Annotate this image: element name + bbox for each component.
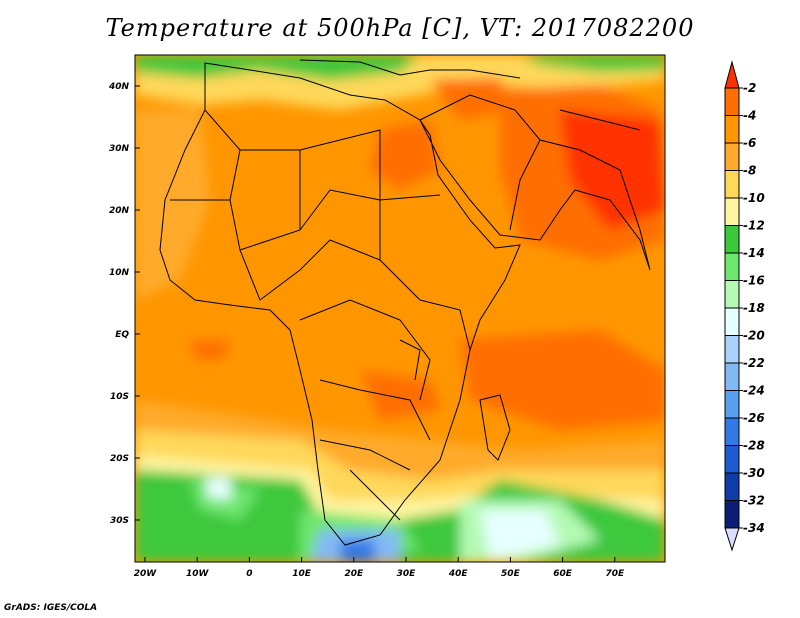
colorbar-swatch: [724, 417, 740, 446]
longitude-labels: 20W 10W 0 10E 20E 30E 40E 50E 60E 70E: [134, 557, 625, 579]
lat-label: 10N: [109, 268, 130, 278]
colorbar-swatch: [724, 445, 740, 474]
colorbar-swatch: [724, 225, 740, 254]
colorbar-label: -4: [743, 109, 756, 123]
latitude-labels: 40N 30N 20N 10N EQ 10S 20S 30S: [108, 82, 140, 526]
map-frame: [134, 54, 666, 563]
colorbar-label: -34: [743, 521, 765, 535]
lon-label: 70E: [605, 569, 625, 579]
colorbar-swatch: [724, 500, 740, 529]
lat-label: 20N: [109, 206, 130, 216]
lat-label: 20S: [110, 454, 129, 464]
colorbar-label: -24: [743, 384, 765, 398]
colorbar-bottom-arrow: [724, 527, 740, 552]
colorbar-label: -12: [743, 219, 765, 233]
lon-label: 30E: [397, 569, 417, 579]
colorbar-swatch: [724, 362, 740, 391]
lon-label: 50E: [501, 569, 521, 579]
lon-label: 10W: [186, 569, 210, 579]
colorbar: -2 -4 -6 -8 -10 -12 -14 -16 -18 -20 -22 -24 -26 -28 -3…: [724, 60, 765, 552]
colorbar-label: -20: [743, 329, 765, 343]
lat-label: 30N: [109, 144, 130, 154]
colorbar-label: -32: [743, 494, 765, 508]
colorbar-swatch: [724, 87, 740, 116]
colorbar-label: -6: [743, 136, 756, 150]
lon-label: 40E: [448, 569, 469, 579]
lon-label: 0: [246, 569, 252, 579]
colorbar-swatch: [724, 115, 740, 144]
credit-label: GrADS: IGES/COLA: [4, 603, 98, 613]
temperature-field: [135, 55, 665, 562]
colorbar-label: -8: [743, 164, 756, 178]
colorbar-label: -18: [743, 301, 765, 315]
colorbar-label: -14: [743, 246, 765, 260]
lat-label: 40N: [108, 82, 130, 92]
colorbar-label: -28: [743, 439, 765, 453]
map-title: Temperature at 500hPa [C], VT: 201708220…: [105, 14, 695, 42]
lon-label: 20W: [134, 569, 158, 579]
colorbar-label: -22: [743, 356, 765, 370]
colorbar-swatch: [724, 142, 740, 171]
colorbar-swatch: [724, 197, 740, 226]
colorbar-label: -16: [743, 274, 765, 288]
colorbar-top-arrow: [724, 60, 740, 89]
lat-label: EQ: [115, 330, 129, 340]
colorbar-swatch: [724, 280, 740, 309]
colorbar-swatch: [724, 472, 740, 501]
colorbar-swatch: [724, 252, 740, 281]
colorbar-label: -26: [743, 411, 765, 425]
lon-label: 20E: [344, 569, 364, 579]
coastlines: [159, 59, 651, 546]
lat-label: 30S: [110, 516, 129, 526]
lon-label: 60E: [553, 569, 573, 579]
colorbar-label: -2: [743, 81, 756, 95]
colorbar-label: -10: [743, 191, 765, 205]
colorbar-swatch: [724, 307, 740, 336]
colorbar-swatch: [724, 170, 740, 199]
colorbar-swatch: [724, 335, 740, 364]
colorbar-label: -30: [743, 466, 765, 480]
colorbar-swatch: [724, 390, 740, 419]
lon-label: 10E: [292, 569, 312, 579]
lat-label: 10S: [110, 392, 129, 402]
